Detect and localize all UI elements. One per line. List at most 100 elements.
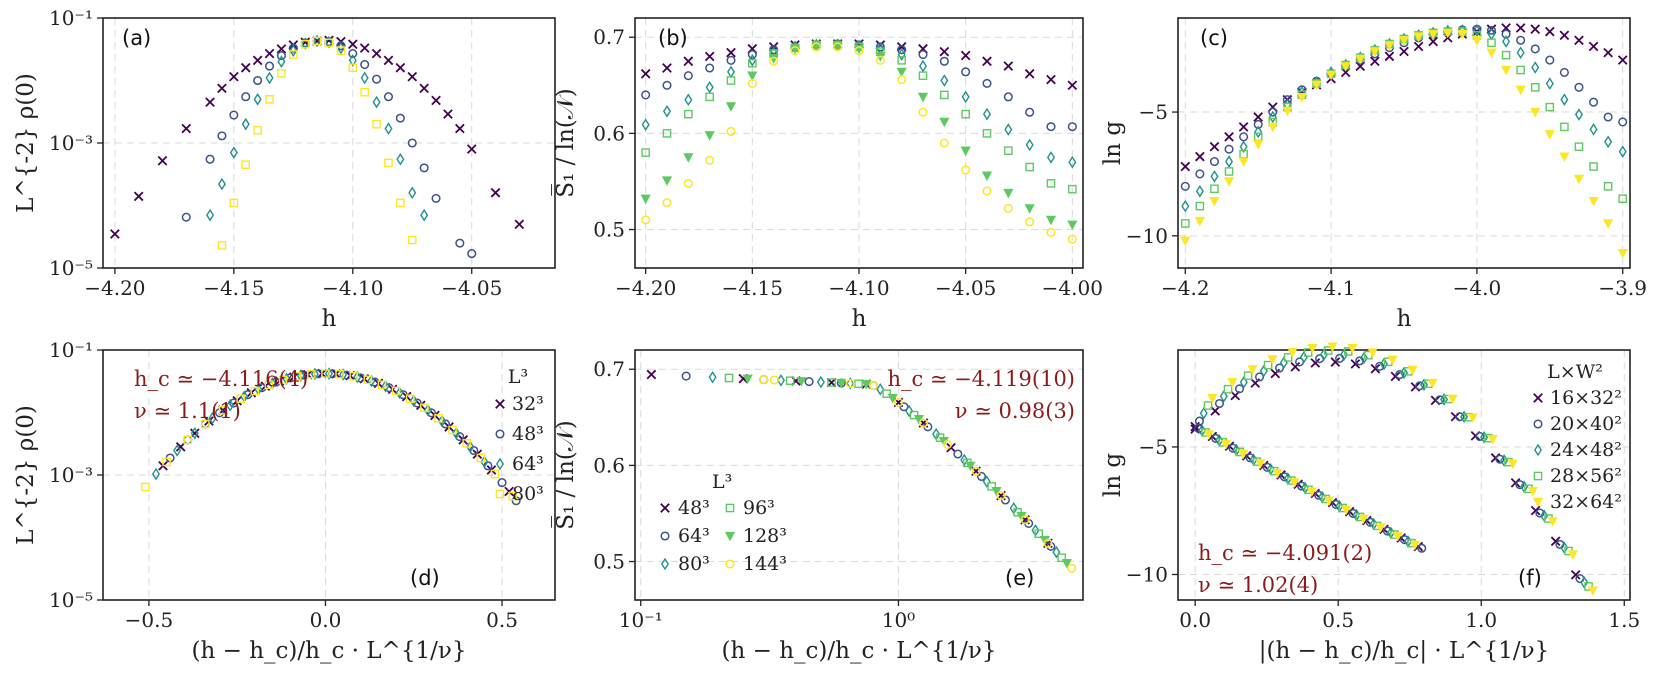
data-point <box>1369 47 1380 57</box>
legend-marker <box>660 531 670 541</box>
data-point <box>360 59 370 70</box>
data-point <box>748 58 757 68</box>
data-point <box>1310 358 1321 368</box>
data-point <box>229 71 239 82</box>
data-point <box>1195 201 1205 211</box>
data-point <box>1247 365 1258 375</box>
x-tick-label: −3.9 <box>1598 276 1647 300</box>
y-axis-label: S̅₁ / ln(𝒩) <box>552 88 579 198</box>
data-point <box>1210 406 1221 416</box>
annotation-nu: ν ≃ 1.02(4) <box>1198 573 1318 597</box>
data-point <box>641 118 650 132</box>
legend-marker <box>660 503 670 513</box>
data-point <box>882 389 891 398</box>
data-point <box>942 439 953 449</box>
data-point <box>875 55 885 65</box>
data-point <box>324 38 334 48</box>
data-point <box>1043 538 1053 548</box>
data-point <box>217 177 226 191</box>
y-tick-label: 10⁻¹ <box>49 338 93 362</box>
data-point <box>846 377 855 390</box>
data-point <box>726 76 736 85</box>
data-point <box>1544 26 1555 37</box>
y-tick-label: 10⁻¹ <box>49 6 93 30</box>
data-point <box>1004 123 1013 136</box>
data-point <box>217 241 227 250</box>
data-point <box>1057 553 1067 563</box>
legend-entry: 96³ <box>743 497 775 519</box>
annotation-hc: h_c ≃ −4.119(10) <box>887 367 1075 391</box>
data-point <box>1440 393 1449 406</box>
data-point <box>896 67 907 78</box>
data-point <box>1234 384 1245 394</box>
data-point <box>1306 487 1317 498</box>
data-point <box>504 486 514 497</box>
data-point <box>982 78 992 88</box>
x-tick-label: −4.2 <box>1161 276 1210 300</box>
data-point <box>1589 123 1598 136</box>
axes-frame <box>1177 17 1631 269</box>
data-point <box>307 369 316 379</box>
data-point <box>205 97 215 108</box>
legend-entry: 48³ <box>512 423 544 445</box>
data-point <box>684 93 693 107</box>
data-point <box>641 148 650 157</box>
data-point <box>405 394 415 403</box>
data-point <box>395 386 404 400</box>
data-point <box>391 386 401 396</box>
data-point <box>1550 536 1561 547</box>
data-point <box>349 372 359 381</box>
data-point <box>1282 106 1293 117</box>
data-point <box>1573 174 1585 185</box>
data-point <box>226 399 235 412</box>
data-point <box>313 34 322 48</box>
data-point <box>1559 67 1569 78</box>
data-point <box>339 368 348 381</box>
data-point <box>1427 378 1438 389</box>
data-point <box>1025 107 1035 117</box>
data-point <box>965 461 976 472</box>
axes-frame <box>634 349 1084 601</box>
data-point <box>229 198 239 208</box>
data-point <box>407 71 418 82</box>
data-point <box>292 372 302 381</box>
legend-marker <box>725 559 735 569</box>
data-point <box>1341 505 1352 516</box>
data-point <box>1358 514 1369 525</box>
data-point <box>641 90 651 100</box>
data-point <box>1545 77 1554 90</box>
data-point <box>918 418 928 428</box>
x-axis-label: h <box>322 306 337 332</box>
y-tick-label: 0.6 <box>593 121 625 145</box>
data-point <box>1210 184 1219 194</box>
data-point <box>1046 227 1056 237</box>
data-point <box>705 155 715 165</box>
data-point <box>1355 356 1365 366</box>
data-point <box>683 153 694 163</box>
data-point <box>1209 197 1220 207</box>
data-point <box>905 404 914 418</box>
data-point <box>1447 394 1458 405</box>
data-point <box>1501 50 1511 60</box>
data-point <box>1428 36 1438 47</box>
data-point <box>742 374 753 385</box>
data-point <box>420 403 429 413</box>
data-point <box>1209 157 1220 167</box>
data-point <box>353 370 362 384</box>
data-point <box>1287 348 1298 358</box>
data-point <box>183 435 193 445</box>
y-tick-label: 10⁻⁵ <box>49 256 93 280</box>
data-point <box>1238 122 1249 132</box>
legend-marker <box>1533 393 1543 403</box>
legend-entry: 16×32² <box>1550 387 1622 409</box>
data-point <box>996 491 1006 501</box>
data-point <box>1224 131 1234 142</box>
data-point <box>897 48 906 61</box>
data-point <box>289 50 298 59</box>
panel-f: 0.0 0.5 1.0 1.5 −10 −5 (f) |(h − h_c)/h_c| · L^… <box>1100 342 1640 664</box>
y-tick-label: 10⁻³ <box>49 131 93 155</box>
data-point <box>1003 188 1014 199</box>
annotation-nu: ν ≃ 0.98(3) <box>955 399 1075 423</box>
data-point <box>1239 140 1248 154</box>
data-point <box>264 380 274 390</box>
